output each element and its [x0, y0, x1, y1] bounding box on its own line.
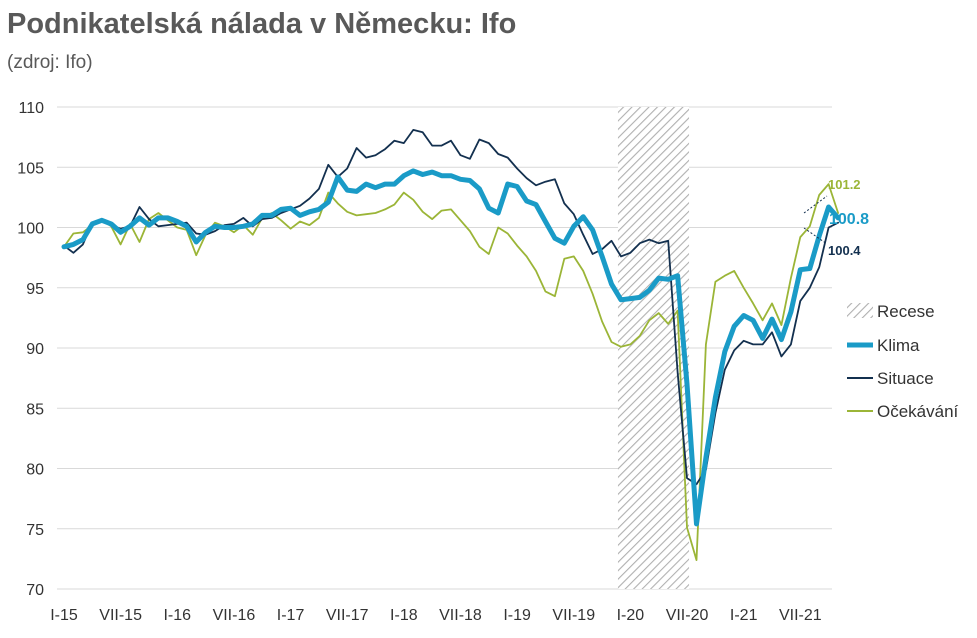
y-tick-label: 105: [17, 160, 44, 177]
series-line-klima: [61, 168, 841, 527]
y-tick-label: 95: [26, 281, 44, 298]
recession-layer: [617, 107, 690, 589]
end-label-situace: 100.4: [828, 243, 861, 258]
x-tick-label: I-21: [730, 607, 758, 624]
y-tick-label: 75: [26, 522, 44, 539]
legend-label-klima: Klima: [877, 336, 920, 355]
x-tick-label: I-15: [50, 607, 78, 624]
legend-label-ocekavani: Očekávání: [877, 402, 959, 421]
y-tick-label: 110: [18, 100, 44, 117]
end-label-leader-situace: [803, 227, 828, 245]
legend-item-klima: Klima: [847, 336, 920, 355]
y-tick-label: 85: [26, 401, 44, 418]
chart-title: Podnikatelská nálada v Německu: Ifo: [7, 8, 517, 40]
end-labels: 101.2 100.8 100.4: [803, 177, 869, 258]
legend-item-situace: Situace: [847, 369, 934, 388]
x-tick-label: I-20: [617, 607, 645, 624]
x-tick-label: VII-19: [552, 607, 595, 624]
x-tick-label: VII-20: [666, 607, 709, 624]
legend-swatch-recese: [847, 303, 873, 318]
series-line-ocekavani: [63, 183, 839, 561]
x-tick-label: I-17: [277, 607, 305, 624]
y-tick-label: 80: [26, 462, 44, 479]
legend-label-recese: Recese: [877, 302, 935, 321]
recession-band: [617, 107, 690, 589]
x-tick-label: VII-16: [213, 607, 256, 624]
x-tick-label: VII-15: [99, 607, 142, 624]
y-tick-label: 70: [26, 582, 44, 599]
y-tick-label: 100: [17, 221, 44, 238]
x-tick-label: I-19: [503, 607, 531, 624]
x-tick-label: VII-17: [326, 607, 369, 624]
series-line-situace: [63, 128, 839, 486]
grid-layer: [57, 106, 832, 590]
x-tick-label: I-18: [390, 607, 418, 624]
series-layer: [61, 128, 841, 561]
legend-item-ocekavani: Očekávání: [847, 402, 959, 421]
legend-item-recese: Recese: [847, 302, 935, 321]
x-tick-label: I-16: [163, 607, 191, 624]
legend: Recese Klima Situace Očekávání: [847, 302, 959, 421]
x-tick-label: VII-21: [779, 607, 822, 624]
x-axis: I-15 VII-15 I-16 VII-16 I-17 VII-17 I-18 VII-18…: [50, 607, 822, 624]
chart-subtitle: (zdroj: Ifo): [7, 52, 93, 73]
x-tick-label: VII-18: [439, 607, 482, 624]
y-axis: 70 75 80 85 90 95 100 105 110: [17, 100, 44, 599]
end-label-leader-ocekavani: [803, 195, 828, 214]
end-label-ocekavani: 101.2: [828, 177, 861, 192]
end-label-klima: 100.8: [829, 211, 869, 228]
legend-label-situace: Situace: [877, 369, 934, 388]
y-tick-label: 90: [26, 341, 44, 358]
